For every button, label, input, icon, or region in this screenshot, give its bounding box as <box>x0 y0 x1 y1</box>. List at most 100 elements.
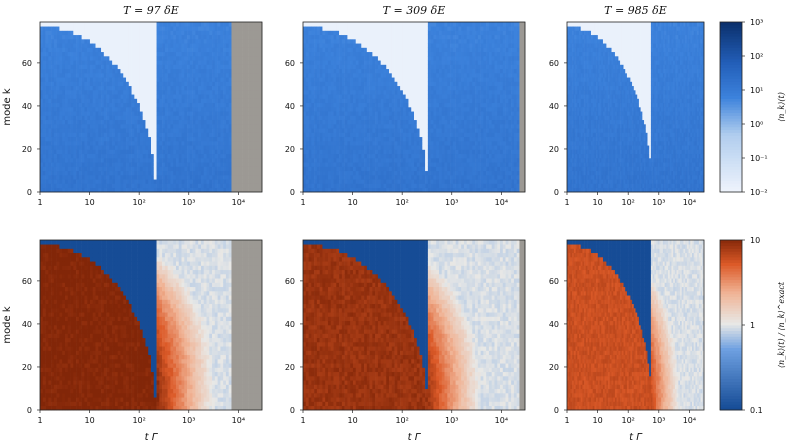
heatmap-cell <box>364 187 368 193</box>
heatmap-cell <box>400 170 404 176</box>
heatmap-cell <box>380 94 384 99</box>
heatmap-cell <box>303 81 307 87</box>
heatmap-cell <box>336 56 340 61</box>
heatmap-cell <box>84 60 88 65</box>
heatmap-cell <box>87 90 91 95</box>
heatmap-cell <box>59 56 63 61</box>
heatmap-cell <box>389 81 393 87</box>
heatmap-cell <box>414 141 418 146</box>
heatmap-cell <box>128 111 132 116</box>
heatmap-cell <box>117 102 121 108</box>
heatmap-cell <box>212 175 216 180</box>
heatmap-cell <box>45 56 49 61</box>
heatmap-cell <box>366 22 370 27</box>
heatmap-cell <box>112 115 116 121</box>
heatmap-cell <box>139 102 143 108</box>
heatmap-cell <box>170 56 174 61</box>
heatmap-cell <box>311 149 315 155</box>
heatmap-cell <box>62 187 66 193</box>
heatmap-cell <box>239 153 243 159</box>
heatmap-cell <box>242 124 246 129</box>
heatmap-cell <box>117 153 121 159</box>
heatmap-cell <box>375 60 379 65</box>
heatmap-cell <box>109 90 113 95</box>
heatmap-cell <box>352 153 357 159</box>
heatmap-cell <box>137 119 141 125</box>
heatmap-cell <box>139 47 143 53</box>
heatmap-cell <box>234 39 238 44</box>
heatmap-cell <box>78 56 82 61</box>
heatmap-cell <box>89 170 94 176</box>
heatmap-cell <box>248 132 252 138</box>
heatmap-cell <box>92 111 96 116</box>
heatmap-cell <box>120 60 124 65</box>
heatmap-cell <box>153 77 157 82</box>
heatmap-cell <box>200 34 205 40</box>
heatmap-cell <box>62 81 66 87</box>
heatmap-cell <box>411 179 415 184</box>
heatmap-cell <box>45 90 49 95</box>
heatmap-cell <box>386 187 390 193</box>
heatmap-cell <box>137 26 141 31</box>
heatmap-cell <box>402 56 406 61</box>
heatmap-cell <box>355 90 359 95</box>
heatmap-cell <box>341 47 345 53</box>
heatmap-cell <box>184 136 188 142</box>
heatmap-cell <box>189 102 193 108</box>
heatmap-cell <box>358 179 362 184</box>
heatmap-cell <box>242 26 246 31</box>
heatmap-cell <box>220 153 224 159</box>
heatmap-cell <box>73 47 77 53</box>
heatmap-cell <box>336 107 340 112</box>
heatmap-cell <box>184 34 188 40</box>
heatmap-cell <box>366 132 370 138</box>
heatmap-cell <box>402 124 406 129</box>
heatmap-cell <box>112 64 116 70</box>
heatmap-cell <box>217 141 221 146</box>
heatmap-cell <box>84 158 88 163</box>
heatmap-cell <box>231 141 235 146</box>
heatmap-cell <box>175 145 180 150</box>
heatmap-cell <box>162 56 166 61</box>
heatmap-cell <box>173 132 177 138</box>
heatmap-cell <box>405 153 409 159</box>
heatmap-cell <box>414 60 418 65</box>
heatmap-cell <box>391 51 395 57</box>
heatmap-cell <box>123 119 127 125</box>
heatmap-cell <box>369 22 373 27</box>
heatmap-cell <box>414 81 418 87</box>
heatmap-cell <box>364 145 368 150</box>
heatmap-cell <box>389 132 393 138</box>
heatmap-cell <box>73 132 77 138</box>
heatmap-cell <box>414 98 418 104</box>
heatmap-cell <box>114 64 118 70</box>
heatmap-cell <box>64 22 69 27</box>
heatmap-cell <box>397 39 401 44</box>
heatmap-cell <box>109 119 113 125</box>
heatmap-cell <box>156 26 160 31</box>
heatmap-cell <box>386 60 390 65</box>
heatmap-cell <box>347 149 351 155</box>
heatmap-cell <box>253 166 257 172</box>
heatmap-cell <box>402 136 406 142</box>
heatmap-cell <box>53 85 57 91</box>
heatmap-cell <box>178 128 182 133</box>
heatmap-cell <box>145 94 149 99</box>
heatmap-cell <box>319 34 323 40</box>
heatmap-cell <box>389 30 393 36</box>
heatmap-cell <box>411 115 415 121</box>
heatmap-cell <box>200 90 205 95</box>
heatmap-cell <box>192 56 196 61</box>
heatmap-cell <box>134 81 138 87</box>
heatmap-cell <box>56 102 60 108</box>
heatmap-cell <box>366 183 370 189</box>
heatmap-cell <box>126 94 130 99</box>
heatmap-cell <box>305 158 309 163</box>
heatmap-cell <box>327 111 332 116</box>
heatmap-cell <box>319 111 323 116</box>
heatmap-cell <box>327 162 332 167</box>
heatmap-cell <box>419 166 423 172</box>
heatmap-cell <box>78 141 82 146</box>
heatmap-cell <box>175 39 180 44</box>
heatmap-cell <box>189 85 193 91</box>
